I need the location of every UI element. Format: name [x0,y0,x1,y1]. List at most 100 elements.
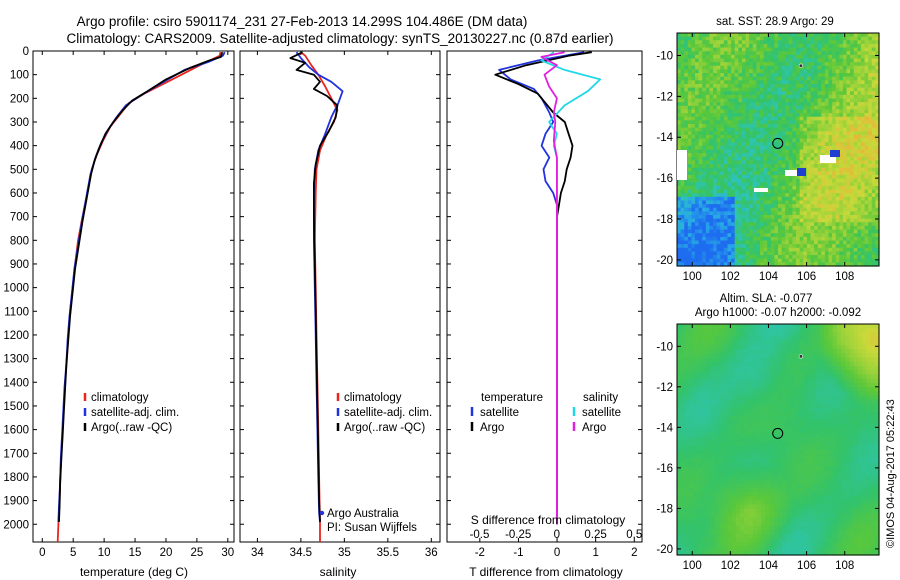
map-cell [702,131,707,136]
map-cell [778,233,783,238]
map-cell [745,207,750,212]
map-cell [734,94,739,100]
map-cell [821,124,826,129]
map-cell [803,233,808,238]
map-cell [770,185,775,191]
map-cell [706,420,712,426]
map-cell [799,178,804,183]
map-cell [680,255,685,260]
map-cell [836,349,842,354]
map-cell [792,255,797,260]
map-cell [871,65,876,71]
map-cell [845,395,851,401]
map-cell [774,138,779,143]
map-cell [714,378,720,384]
map-cell [868,58,873,63]
map-cell [741,193,747,198]
map-cell [759,109,765,114]
map-cell [713,116,718,121]
map-cell [727,193,732,198]
map-cell [832,193,837,198]
map-cell [731,43,736,49]
map-cell [709,62,714,67]
map-cell [782,387,788,392]
map-cell [828,387,834,392]
map-cell [832,116,837,121]
map-cell [735,336,741,342]
map-cell [749,116,754,121]
map-cell [752,167,757,172]
map-cell [853,403,859,409]
map-cell [745,36,750,41]
map-cell [691,200,696,205]
map-cell [684,43,689,49]
map-cell [835,258,840,263]
map-cell [778,98,783,103]
map-cell [857,340,863,346]
y-tick-label: -10 [656,50,673,62]
map-cell [778,370,783,375]
map-cell [691,138,696,143]
map-cell [782,408,788,413]
map-cell [756,200,761,205]
map-cell [698,33,703,38]
map-cell [862,395,867,401]
map-cell [689,366,695,371]
map-cell [807,395,813,401]
map-cell [803,80,808,85]
map-cell [875,142,880,147]
map-cell [693,324,699,329]
map-cell [832,178,837,183]
map-cell [680,182,685,187]
map-cell [748,361,754,367]
map-cell [821,105,826,111]
map-cell [796,189,801,194]
map-cell [792,207,797,212]
map-cell [794,332,800,338]
map-cell [846,255,851,260]
map-cell [677,105,682,111]
map-cell [853,131,858,136]
map-cell [752,87,757,92]
map-cell [875,193,880,198]
map-cell [756,247,761,253]
map-cell [836,403,842,409]
map-cell [788,80,794,85]
map-cell [740,332,745,338]
map-cell [806,54,812,60]
map-cell [752,156,757,162]
map-cell [702,357,708,363]
map-cell [870,366,876,371]
map-cell [738,109,743,114]
map-cell [803,399,809,405]
map-cell [857,145,862,151]
map-cell [806,240,812,245]
map-cell [845,387,851,392]
map-cell [796,207,801,212]
map-cell [836,374,842,380]
map-cell [803,127,808,132]
map-cell [727,240,732,245]
map-cell [824,349,830,354]
map-cell [727,73,732,78]
map-cell [705,54,711,60]
map-cell [727,120,732,125]
map-cell [738,33,743,38]
map-cell [814,171,819,176]
map-cell [749,69,754,74]
map-cell [846,171,851,176]
map-cell [684,73,689,78]
map-cell [868,116,873,121]
map-cell [741,215,747,220]
map-cell [781,113,786,118]
map-cell [817,160,822,165]
map-cell [846,185,851,191]
map-cell [803,43,808,49]
map-cell [765,361,771,367]
map-cell [857,399,863,405]
map-cell [796,83,801,89]
map-cell [799,328,804,333]
map-cell [756,62,761,67]
map-cell [803,324,809,329]
map-cell [693,361,699,367]
